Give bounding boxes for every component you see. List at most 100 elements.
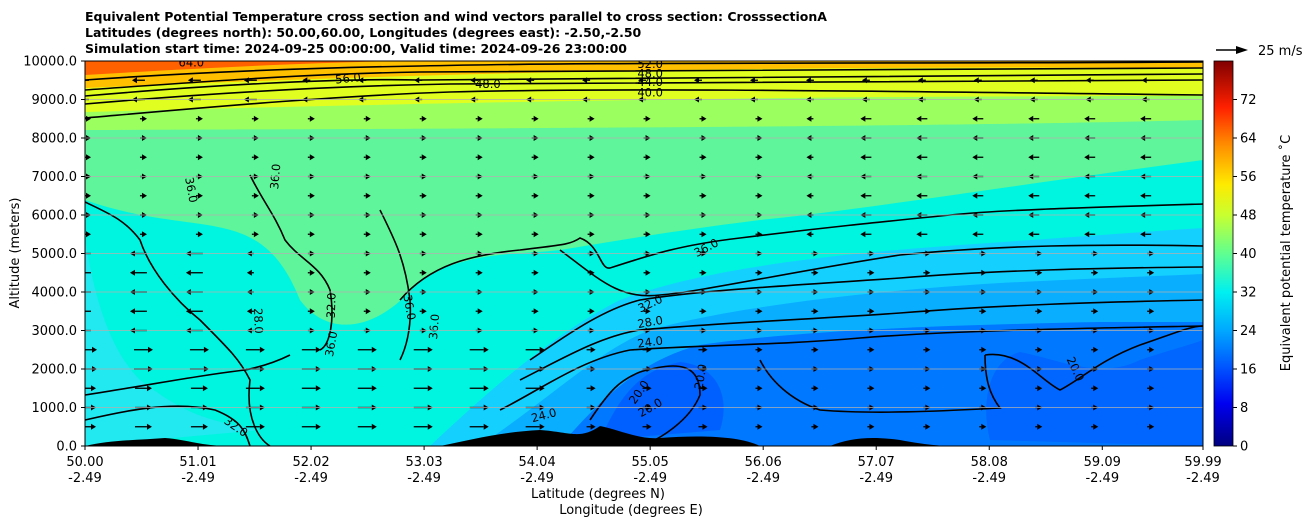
wind-vector-head xyxy=(972,154,978,161)
wind-vector-head xyxy=(309,154,315,161)
wind-vector-head xyxy=(421,269,427,276)
grid-lines xyxy=(85,99,1203,408)
wind-vector-head xyxy=(1037,346,1043,353)
wind-vector-head xyxy=(533,269,539,276)
wind-vector-head xyxy=(589,231,595,238)
wind-vector-head xyxy=(916,154,922,161)
wind-vector-head xyxy=(414,77,420,84)
x-tick-label-lon: -2.49 xyxy=(520,471,554,486)
colorbar-tick-label: 24 xyxy=(1240,324,1257,339)
wind-vector-head xyxy=(916,231,922,238)
wind-reference-key: 25 m/s xyxy=(1216,44,1303,59)
contour-label: 44.0 xyxy=(637,75,663,89)
colorbar-tick-label: 72 xyxy=(1240,93,1257,108)
y-tick-label: 4000.0 xyxy=(32,286,78,301)
wind-vector-head xyxy=(185,269,191,276)
wind-vector-head xyxy=(916,192,922,199)
x-tick-label-lon: -2.49 xyxy=(1085,471,1119,486)
wind-vector-head xyxy=(1149,385,1155,392)
wind-vector-head xyxy=(805,77,811,84)
x-tick-label-lat: 59.99 xyxy=(1184,455,1221,470)
wind-vector-head xyxy=(427,385,433,392)
wind-vector-head xyxy=(1140,154,1146,161)
wind-vector-head xyxy=(1028,192,1034,199)
y-tick-label: 2000.0 xyxy=(32,363,78,378)
wind-vector-head xyxy=(925,269,931,276)
x-tick-label-lon: -2.49 xyxy=(68,471,102,486)
wind-vector-head xyxy=(1029,77,1035,84)
wind-vector-head xyxy=(197,231,203,238)
contour-label: 40.0 xyxy=(637,86,663,100)
wind-vector-head xyxy=(638,77,644,84)
contour-label: 36.0 xyxy=(322,330,340,358)
x-tick-label-lat: 58.08 xyxy=(971,455,1008,470)
wind-vector-head xyxy=(483,423,489,430)
x-tick-label-lat: 55.05 xyxy=(632,455,669,470)
colorbar-tick-label: 32 xyxy=(1240,286,1257,301)
wind-vector-head xyxy=(590,423,596,430)
wind-vector-head xyxy=(589,308,595,315)
x-tick-label-lon: -2.49 xyxy=(1186,471,1220,486)
wind-vector-head xyxy=(757,154,763,161)
wind-vector-head xyxy=(645,269,651,276)
wind-vector-head xyxy=(185,308,191,315)
wind-vector-head xyxy=(421,231,427,238)
wind-vector-head xyxy=(187,77,193,84)
contour-label: 24.0 xyxy=(637,333,664,350)
wind-vector-head xyxy=(590,385,596,392)
wind-vector-head xyxy=(702,346,708,353)
wind-vector-head xyxy=(1028,154,1034,161)
wind-vector-head xyxy=(1149,269,1155,276)
wind-vector-head xyxy=(309,192,315,199)
contour-label: 36.0 xyxy=(182,176,200,204)
wind-vector-head xyxy=(1140,115,1146,122)
wind-vector-head xyxy=(749,77,755,84)
wind-vector-head xyxy=(973,77,979,84)
wind-vector-head xyxy=(582,77,588,84)
x-tick-label-lat: 50.00 xyxy=(66,455,103,470)
wind-vector-head xyxy=(86,154,91,161)
x-tick-label-lon: -2.49 xyxy=(746,471,780,486)
wind-vector-head xyxy=(981,346,987,353)
wind-vector-head xyxy=(1149,346,1155,353)
wind-vector-head xyxy=(533,154,539,161)
wind-vector-head xyxy=(141,154,147,161)
terrain-silhouette xyxy=(85,426,950,446)
colorbar-tick-label: 40 xyxy=(1240,247,1257,262)
x-tick-label-lat: 59.09 xyxy=(1084,455,1121,470)
colorbar-tick-label: 0 xyxy=(1240,440,1248,455)
wind-vector-head xyxy=(1093,423,1099,430)
wind-vector-head xyxy=(477,192,483,199)
wind-vector-head xyxy=(483,346,489,353)
wind-vector-head xyxy=(701,231,707,238)
wind-vector-head xyxy=(917,77,923,84)
wind-vector-head xyxy=(477,269,483,276)
wind-vector-head xyxy=(925,423,931,430)
contour-label: 64.0 xyxy=(179,56,205,70)
wind-vector-head xyxy=(371,423,377,430)
contour-label: 24.0 xyxy=(530,405,558,425)
wind-vector-head xyxy=(483,385,489,392)
x-tick-label-lon: -2.49 xyxy=(407,471,441,486)
wind-vector-head xyxy=(141,231,147,238)
wind-vector-head xyxy=(860,154,866,161)
wind-vector-head xyxy=(1149,308,1155,315)
wind-vector-head xyxy=(302,77,308,84)
wind-reference-arrowhead xyxy=(1236,46,1248,54)
wind-vector-head xyxy=(539,423,545,430)
wind-vector-head xyxy=(701,269,707,276)
wind-vector-head xyxy=(1037,423,1043,430)
wind-vector-head xyxy=(1093,308,1099,315)
wind-vector-head xyxy=(129,269,135,276)
wind-vector-head xyxy=(533,192,539,199)
x-tick-label-lon: -2.49 xyxy=(633,471,667,486)
wind-vector-head xyxy=(806,115,812,122)
filled-region-18-right xyxy=(986,340,1203,446)
wind-vector-head xyxy=(141,192,147,199)
colorbar xyxy=(1213,60,1234,447)
wind-vector-head xyxy=(1141,77,1147,84)
wind-vector-head xyxy=(860,115,866,122)
wind-vector-head xyxy=(1084,231,1090,238)
colorbar-ticks: 0 8 16 24 32 40 48 56 64 72 xyxy=(1233,93,1257,455)
wind-vector-head xyxy=(202,385,208,392)
